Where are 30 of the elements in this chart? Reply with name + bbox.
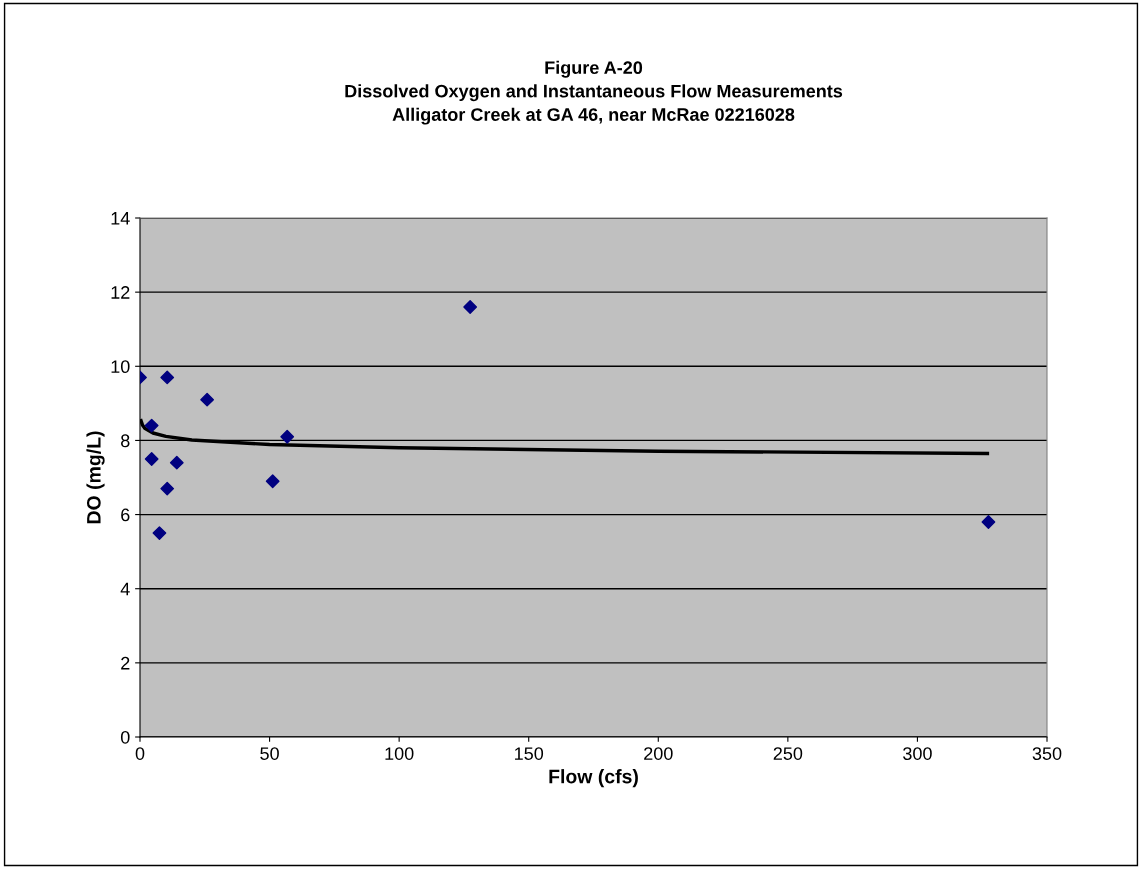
point <box>152 526 167 541</box>
y-tick-label: 14 <box>111 212 130 225</box>
y-tick-label: 4 <box>120 582 130 596</box>
point <box>280 429 295 444</box>
y-tick-label: 0 <box>120 730 130 744</box>
x-tick-label: 50 <box>260 747 279 760</box>
point <box>144 418 159 433</box>
point <box>144 452 159 466</box>
point <box>160 370 175 385</box>
point <box>200 392 215 407</box>
chart-title: Figure A-20 Dissolved Oxygen and Instantaneous Flow Measurements Alligator Creek at GA 46, near McRae 02216028 <box>345 60 843 125</box>
x-tick-label: 350 <box>1032 747 1062 760</box>
point <box>160 481 175 496</box>
point <box>265 474 280 489</box>
x-tick-label: 150 <box>515 747 544 760</box>
y-tick-label: 6 <box>121 508 130 522</box>
x-tick-label: 100 <box>385 747 414 760</box>
point <box>463 300 478 314</box>
point <box>169 455 184 470</box>
x-tick-label: 250 <box>773 747 803 760</box>
y-tick-label: 2 <box>121 656 130 670</box>
point <box>981 515 996 529</box>
y-tick-label: 8 <box>121 434 130 448</box>
x-tick-label: 200 <box>644 747 673 760</box>
y-axis-title: DO (mg/L) <box>86 431 105 524</box>
y-tick-label: 10 <box>111 360 130 374</box>
x-axis-title: Flow (cfs) <box>549 769 638 788</box>
x-tick-label: 300 <box>903 747 932 760</box>
y-tick-label: 12 <box>111 286 130 299</box>
x-tick-label: 0 <box>135 747 145 760</box>
